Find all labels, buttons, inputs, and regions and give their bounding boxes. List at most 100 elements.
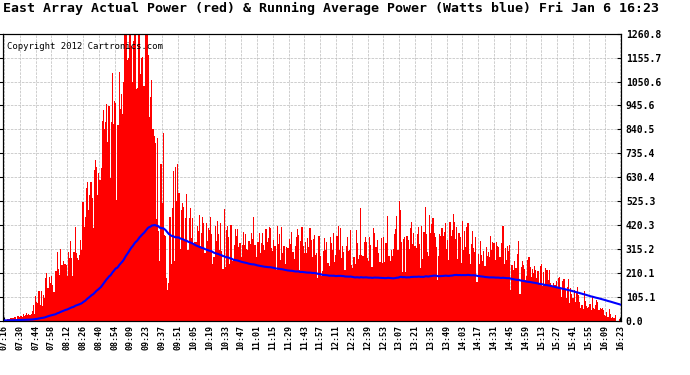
Bar — [183, 207, 184, 321]
Bar — [68, 252, 69, 321]
Bar — [435, 237, 436, 321]
Bar — [554, 285, 555, 321]
Bar — [58, 269, 59, 321]
Bar — [190, 209, 191, 321]
Bar — [513, 270, 514, 321]
Bar — [113, 124, 114, 321]
Bar — [493, 243, 495, 321]
Bar — [112, 73, 113, 321]
Bar — [191, 238, 192, 321]
Bar — [286, 247, 287, 321]
Bar — [447, 240, 448, 321]
Bar — [130, 34, 131, 321]
Bar — [63, 261, 64, 321]
Bar — [471, 244, 472, 321]
Bar — [261, 243, 262, 321]
Bar — [375, 247, 376, 321]
Bar — [273, 240, 275, 321]
Bar — [596, 300, 598, 321]
Bar — [141, 58, 142, 321]
Text: East Array Actual Power (red) & Running Average Power (Watts blue) Fri Jan 6 16:: East Array Actual Power (red) & Running … — [3, 2, 660, 15]
Bar — [520, 267, 522, 321]
Bar — [128, 58, 129, 321]
Bar — [18, 316, 19, 321]
Bar — [193, 245, 195, 321]
Bar — [374, 233, 375, 321]
Bar — [371, 267, 373, 321]
Bar — [247, 250, 248, 321]
Bar — [448, 260, 449, 321]
Bar — [419, 243, 420, 321]
Bar — [155, 143, 156, 321]
Bar — [607, 317, 609, 321]
Bar — [197, 231, 199, 321]
Bar — [181, 210, 182, 321]
Bar — [19, 317, 21, 321]
Bar — [144, 86, 145, 321]
Bar — [497, 246, 498, 321]
Bar — [367, 258, 368, 321]
Bar — [308, 247, 309, 321]
Bar — [259, 253, 261, 321]
Bar — [426, 234, 427, 321]
Bar — [32, 311, 33, 321]
Bar — [164, 235, 165, 321]
Bar — [131, 46, 132, 321]
Bar — [305, 243, 306, 321]
Bar — [122, 114, 123, 321]
Bar — [61, 265, 62, 321]
Bar — [322, 272, 323, 321]
Bar — [163, 134, 164, 321]
Bar — [73, 252, 75, 321]
Bar — [392, 256, 393, 321]
Bar — [51, 276, 52, 321]
Bar — [411, 222, 412, 321]
Bar — [467, 223, 469, 321]
Bar — [123, 82, 124, 321]
Bar — [270, 228, 271, 321]
Bar — [442, 236, 444, 321]
Bar — [114, 101, 115, 321]
Bar — [248, 241, 250, 321]
Bar — [299, 270, 300, 321]
Bar — [545, 268, 546, 321]
Bar — [464, 231, 465, 321]
Bar — [518, 241, 520, 321]
Bar — [380, 238, 382, 321]
Bar — [489, 257, 490, 321]
Bar — [317, 278, 318, 321]
Bar — [376, 247, 377, 321]
Bar — [43, 296, 44, 321]
Bar — [397, 250, 399, 321]
Bar — [469, 254, 470, 321]
Bar — [304, 254, 305, 321]
Bar — [179, 249, 181, 321]
Bar — [85, 217, 86, 321]
Bar — [27, 315, 28, 321]
Bar — [541, 264, 542, 321]
Bar — [405, 272, 406, 321]
Bar — [500, 258, 502, 321]
Bar — [498, 247, 499, 321]
Bar — [184, 240, 185, 321]
Bar — [237, 229, 238, 321]
Bar — [390, 261, 391, 321]
Bar — [400, 210, 401, 321]
Bar — [452, 230, 453, 321]
Bar — [366, 243, 367, 321]
Bar — [222, 269, 224, 321]
Bar — [219, 250, 220, 321]
Bar — [508, 251, 509, 321]
Bar — [298, 235, 299, 321]
Bar — [516, 268, 517, 321]
Bar — [250, 233, 252, 321]
Bar — [160, 164, 161, 321]
Bar — [272, 251, 273, 321]
Bar — [391, 250, 392, 321]
Bar — [429, 215, 430, 321]
Bar — [69, 258, 70, 321]
Bar — [549, 270, 550, 321]
Bar — [246, 249, 247, 321]
Bar — [562, 281, 564, 321]
Bar — [502, 226, 504, 321]
